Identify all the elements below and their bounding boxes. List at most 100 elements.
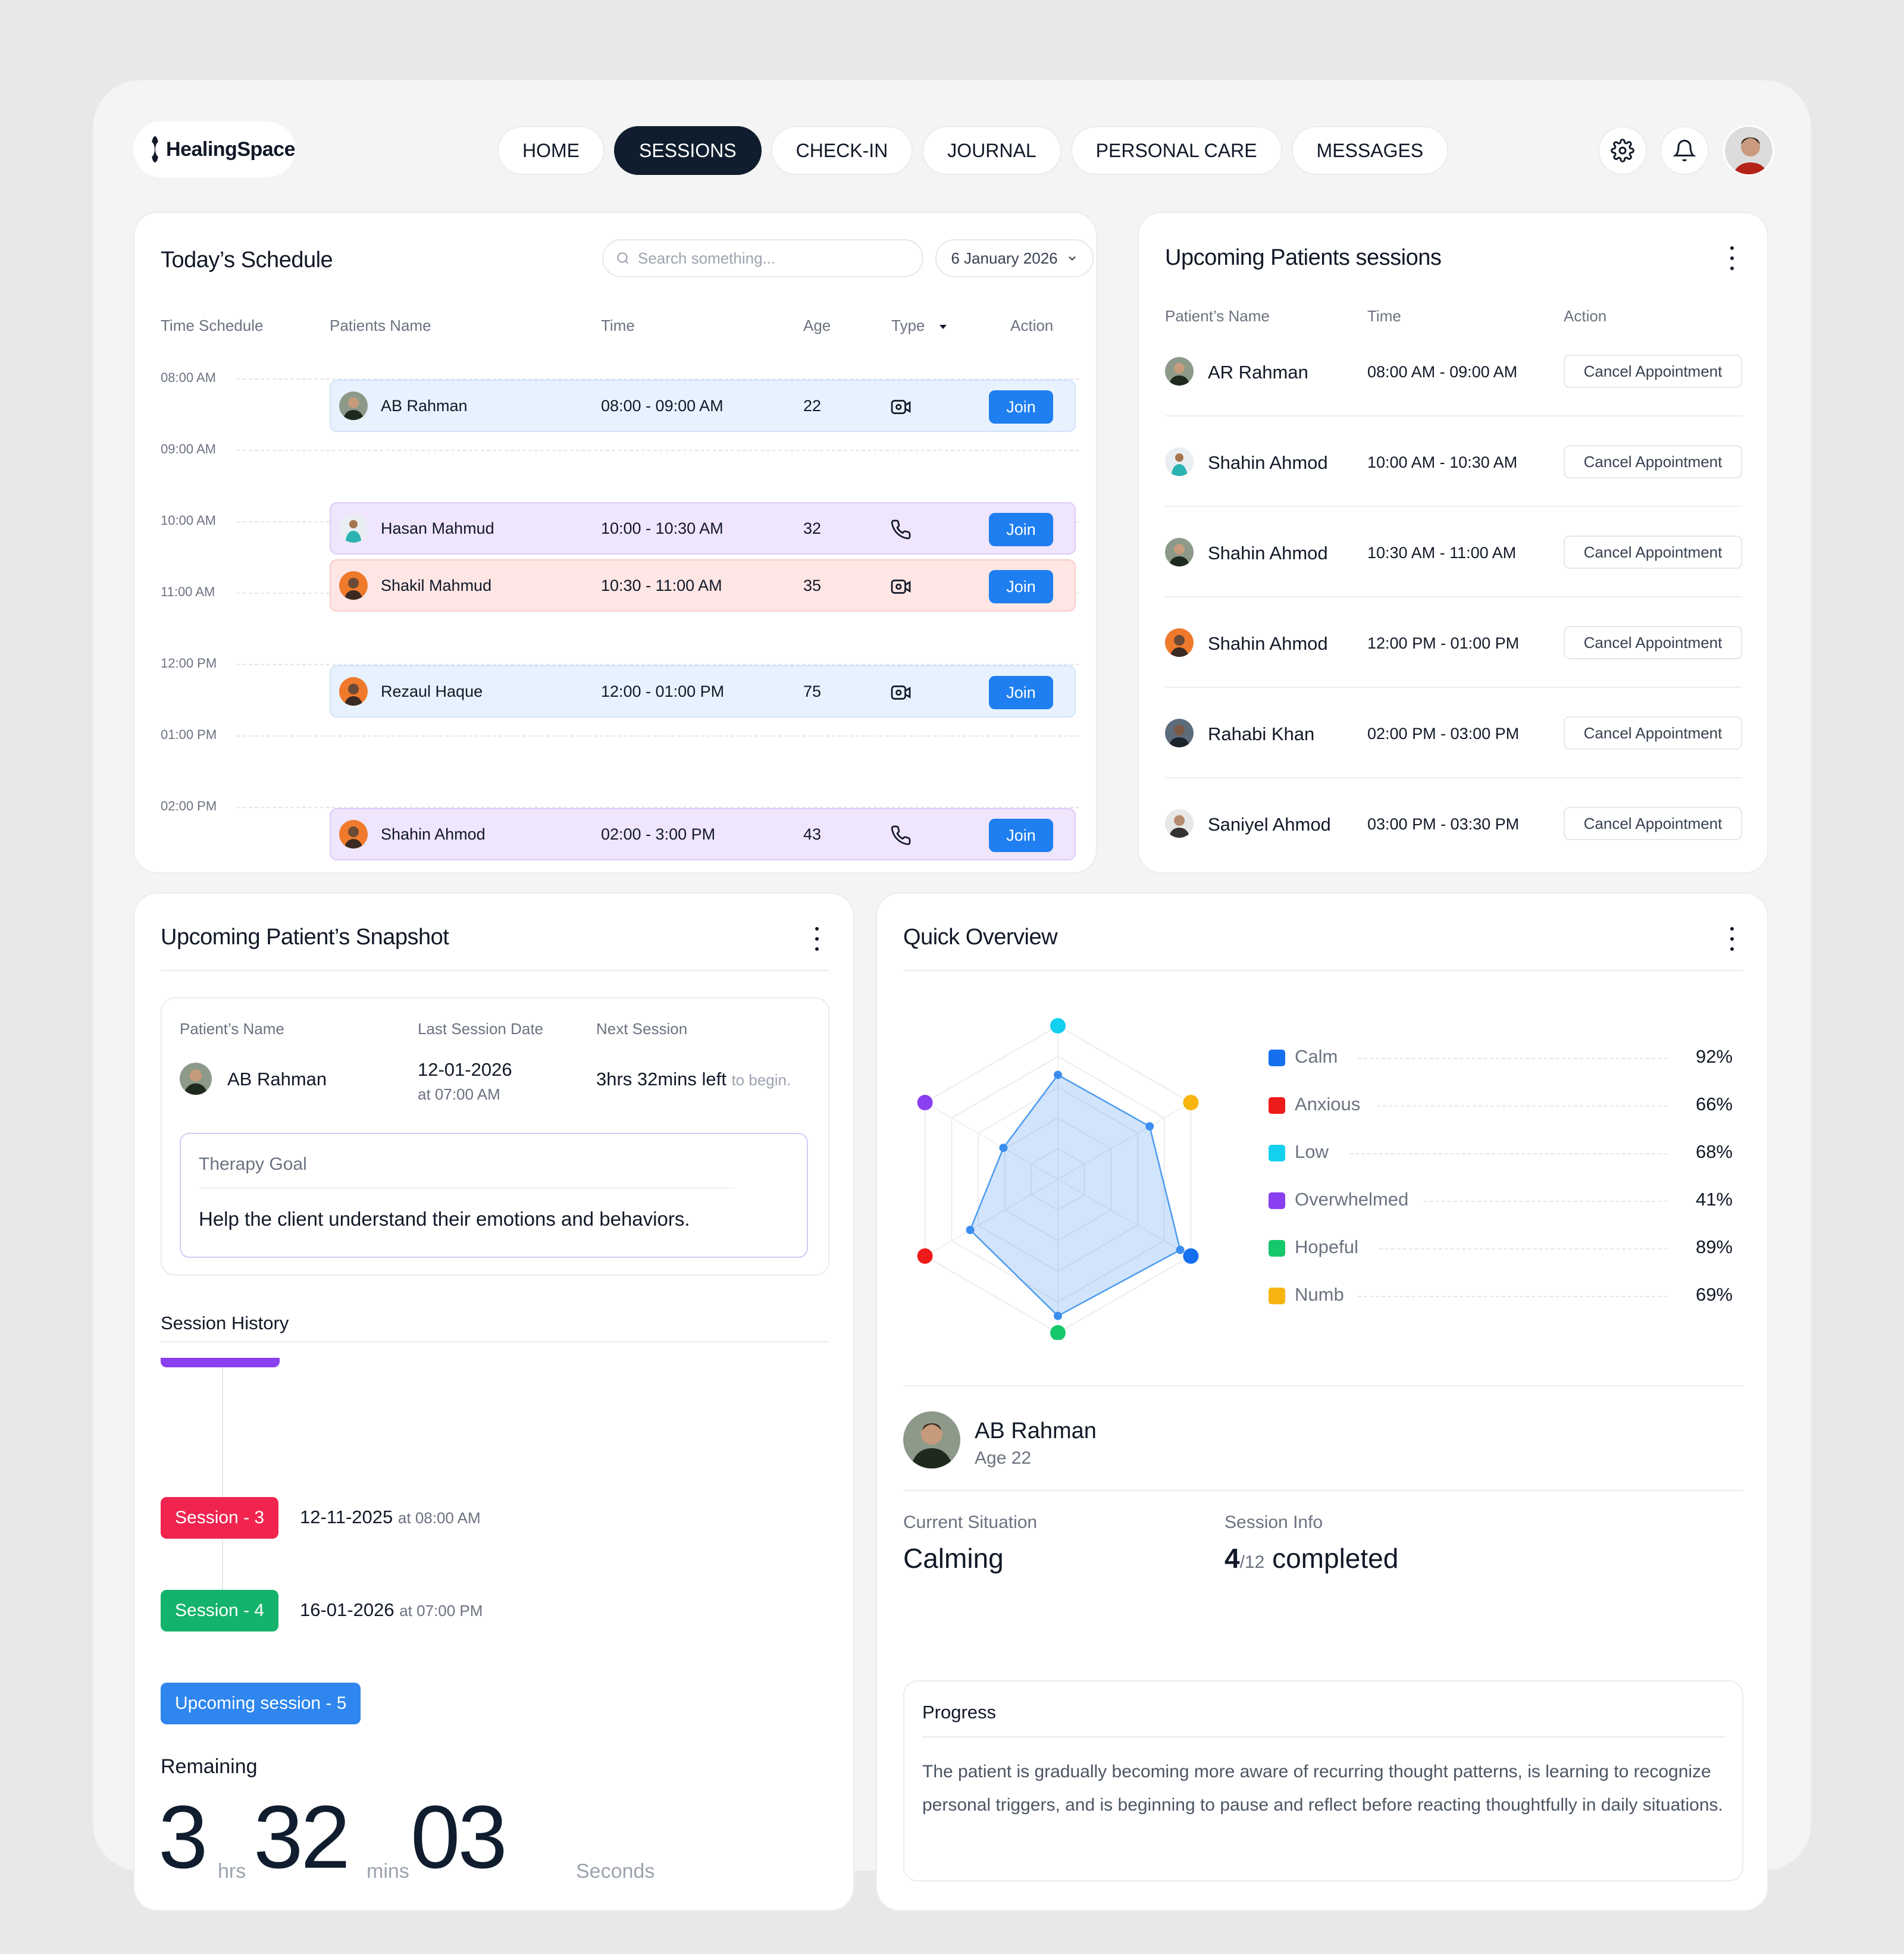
time-label: 11:00 AM	[161, 584, 215, 599]
tab-check-in[interactable]: CHECK-IN	[771, 126, 913, 175]
quick-overview-card: Quick Overview Calm 92% Anxious 66% Low 68%…	[876, 893, 1768, 1911]
title-divider	[903, 970, 1743, 971]
cancel-appointment-button[interactable]: Cancel Appointment	[1564, 536, 1742, 569]
phone-icon	[891, 825, 911, 846]
legend-swatch	[1269, 1050, 1285, 1066]
schedule-row[interactable]: Rezaul Haque 12:00 - 01:00 PM 75 Join	[330, 665, 1076, 718]
legend-leader	[1379, 1248, 1667, 1250]
patient-avatar	[1165, 447, 1194, 476]
tab-personal-care[interactable]: PERSONAL CARE	[1070, 126, 1282, 175]
session-badge[interactable]: Session - 3	[161, 1497, 279, 1539]
radar-data-point	[966, 1226, 975, 1235]
legend-label: Overwhelmed	[1295, 1189, 1409, 1210]
time-divider	[237, 664, 1079, 665]
patient-avatar	[339, 392, 368, 420]
join-button[interactable]: Join	[989, 513, 1053, 546]
radar-axis	[925, 1179, 1059, 1257]
time-divider	[237, 735, 1079, 737]
patient-age: 43	[803, 825, 822, 843]
patient-summary-box: Patient’s Name Last Session Date Next Se…	[161, 997, 829, 1276]
current-situation-value: Calming	[903, 1543, 1004, 1574]
radar-axis-marker	[917, 1095, 933, 1110]
user-avatar[interactable]	[1723, 125, 1774, 176]
schedule-row[interactable]: Hasan Mahmud 10:00 - 10:30 AM 32 Join	[330, 502, 1076, 555]
tab-home[interactable]: HOME	[497, 126, 605, 175]
therapy-goal-text: Help the client understand their emotion…	[199, 1208, 690, 1230]
schedule-row[interactable]: AB Rahman 08:00 - 09:00 AM 22 Join	[330, 380, 1076, 432]
notifications-button[interactable]	[1660, 126, 1709, 175]
patient-avatar	[1165, 809, 1194, 838]
patient-name: Rahabi Khan	[1208, 724, 1315, 744]
join-button[interactable]: Join	[989, 390, 1053, 424]
legend-swatch	[1269, 1240, 1285, 1257]
user-avatar-image	[1725, 127, 1773, 174]
tab-messages[interactable]: MESSAGES	[1291, 126, 1449, 175]
upcoming-session-badge[interactable]: Upcoming session - 5	[161, 1683, 361, 1724]
legend-label: Hopeful	[1295, 1236, 1358, 1257]
next-session-value: 3hrs 32mins left to begin.	[596, 1069, 791, 1090]
legend-leader	[1358, 1296, 1667, 1297]
patient-name: Shakil Mahmud	[381, 576, 492, 594]
search-icon	[617, 252, 629, 264]
col-time-schedule: Time Schedule	[161, 317, 264, 334]
more-icon[interactable]	[814, 927, 820, 951]
legend-swatch	[1269, 1288, 1285, 1304]
patient-name: Saniyel Ahmod	[1208, 814, 1331, 835]
legend-item: Hopeful 89%	[1269, 1236, 1733, 1260]
label-next-session: Next Session	[596, 1020, 688, 1038]
tab-sessions[interactable]: SESSIONS	[614, 126, 762, 175]
cancel-appointment-button[interactable]: Cancel Appointment	[1564, 716, 1742, 750]
patient-avatar	[339, 571, 368, 600]
more-icon[interactable]	[1729, 927, 1735, 951]
radar-axis	[1057, 1102, 1191, 1180]
cancel-appointment-button[interactable]: Cancel Appointment	[1564, 355, 1742, 388]
progress-text: The patient is gradually becoming more a…	[922, 1762, 1723, 1815]
radar-axis-marker	[1183, 1248, 1199, 1264]
patient-avatar	[339, 677, 368, 706]
upcoming-sessions-card: Upcoming Patients sessions Patient’s Nam…	[1138, 212, 1768, 873]
legend-swatch	[1269, 1097, 1285, 1114]
upcoming-row: Saniyel Ahmod 03:00 PM - 03:30 PM Cancel…	[1165, 778, 1742, 869]
row-divider	[1165, 415, 1742, 417]
col-type[interactable]: Type	[891, 317, 948, 335]
date-picker[interactable]: 6 January 2026	[935, 239, 1094, 277]
schedule-row[interactable]: Shakil Mahmud 10:30 - 11:00 AM 35 Join	[330, 559, 1076, 612]
patient-age: Age 22	[975, 1448, 1032, 1468]
patient-name: Shahin Ahmod	[1208, 543, 1328, 563]
session-date-value: 16-01-2026	[300, 1599, 394, 1620]
tab-journal[interactable]: JOURNAL	[922, 126, 1061, 175]
therapy-goal-box: Therapy Goal Help the client understand …	[180, 1133, 808, 1258]
cancel-appointment-button[interactable]: Cancel Appointment	[1564, 807, 1742, 840]
join-button[interactable]: Join	[989, 819, 1053, 852]
session-time: 10:00 AM - 10:30 AM	[1367, 453, 1518, 471]
upcoming-title: Upcoming Patients sessions	[1165, 245, 1442, 270]
sessions-completed: 4	[1225, 1543, 1240, 1574]
last-session-time: at 07:00 AM	[418, 1085, 500, 1103]
radar-data-point	[999, 1144, 1008, 1153]
join-button[interactable]: Join	[989, 570, 1053, 603]
join-button[interactable]: Join	[989, 676, 1053, 709]
progress-box: Progress The patient is gradually becomi…	[903, 1680, 1743, 1881]
cancel-appointment-button[interactable]: Cancel Appointment	[1564, 445, 1742, 478]
cancel-appointment-button[interactable]: Cancel Appointment	[1564, 626, 1742, 659]
col-patient-name: Patient’s Name	[1165, 307, 1270, 325]
col-time: Time	[601, 317, 635, 334]
schedule-row[interactable]: Shahin Ahmod 02:00 - 3:00 PM 43 Join	[330, 808, 1076, 860]
legend-label: Anxious	[1295, 1094, 1361, 1114]
patient-avatar	[1165, 719, 1194, 747]
col-age: Age	[803, 317, 831, 334]
session-info-label: Session Info	[1225, 1513, 1323, 1532]
session-badge[interactable]: Session - 4	[161, 1590, 279, 1632]
radar-axis-marker	[1050, 1018, 1066, 1034]
timeline-start-bar	[161, 1358, 280, 1367]
brand-logo[interactable]: HealingSpace	[133, 121, 295, 177]
legend-label: Calm	[1295, 1046, 1338, 1067]
snapshot-title: Upcoming Patient’s Snapshot	[161, 925, 449, 950]
legend-swatch	[1269, 1192, 1285, 1209]
more-icon[interactable]	[1729, 246, 1735, 270]
radar-data-point	[1054, 1070, 1062, 1079]
legend-item: Anxious 66%	[1269, 1094, 1733, 1117]
settings-button[interactable]	[1598, 126, 1647, 175]
search-input[interactable]: Search something...	[602, 239, 923, 277]
timeline-line	[222, 1367, 223, 1605]
